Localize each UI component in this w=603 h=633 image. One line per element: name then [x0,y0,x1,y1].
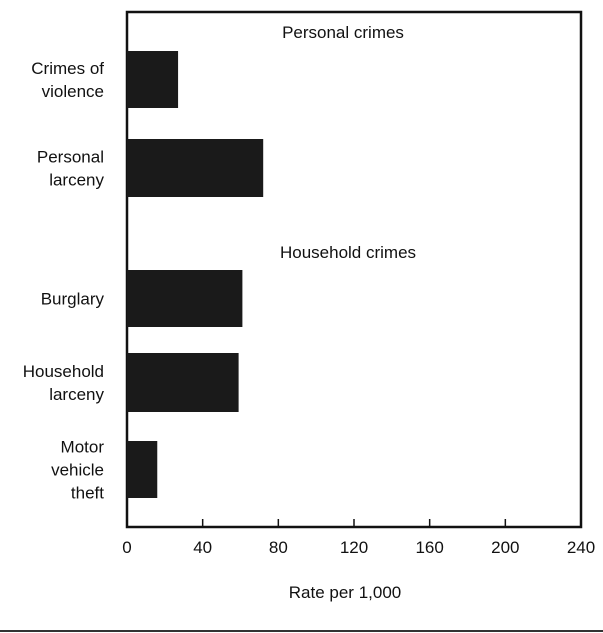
bar [127,139,264,197]
x-tick-label: 240 [567,538,595,557]
bar-label-line: larceny [49,171,104,190]
x-tick-label: 120 [340,538,368,557]
x-tick-label: 80 [269,538,288,557]
chart-marks: Personal crimes Crimes of violence Personal… [23,23,595,557]
x-axis-title: Rate per 1,000 [289,583,401,602]
bar-label-line: vehicle [51,461,104,480]
bar-label: Household larceny [23,362,105,404]
group-title: Household crimes [280,243,416,262]
bar-label-line: Personal [37,148,104,167]
group-title: Personal crimes [282,23,404,42]
bar-label-line: Motor [61,438,105,457]
bar-label-line: Crimes of [31,59,104,78]
x-tick-label: 160 [415,538,443,557]
bar-label: Crimes of violence [31,59,104,101]
bar-label: Personal larceny [37,148,105,190]
bar-label-line: Household [23,362,104,381]
x-tick-label: 200 [491,538,519,557]
bar [127,270,243,327]
bar [127,353,239,412]
plot-area-frame [125,10,583,529]
bar-label-line: violence [42,82,104,101]
bar [127,441,158,498]
bar [127,51,179,108]
bar-label-line: larceny [49,385,104,404]
x-tick-label: 40 [193,538,212,557]
bar-label: Burglary [41,290,105,309]
bar-label: Motor vehicle theft [51,438,104,503]
bar-label-line: Burglary [41,290,105,309]
bar-label-line: theft [71,484,104,503]
x-tick-label: 0 [122,538,131,557]
